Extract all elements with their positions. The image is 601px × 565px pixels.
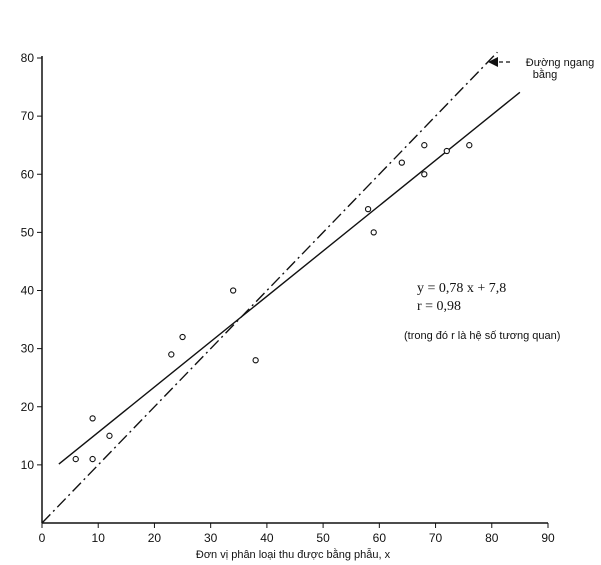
equation-label: y = 0,78 x + 7,8 <box>417 281 506 296</box>
data-point <box>106 432 113 439</box>
data-point <box>252 357 259 364</box>
x-axis-title: Đơn vị phân loại thu được bằng phẫu, x <box>196 548 391 561</box>
y-tick-label: 70 <box>21 109 35 123</box>
data-point <box>370 229 377 236</box>
data-point <box>168 351 175 358</box>
data-point <box>466 142 473 149</box>
x-tick-label: 10 <box>92 531 106 545</box>
correlation-label: r = 0,98 <box>417 299 461 314</box>
x-ticks: 0 10 20 30 40 50 60 70 80 90 <box>39 523 555 545</box>
data-points <box>72 142 473 463</box>
x-tick-label: 50 <box>316 531 330 545</box>
reference-line <box>41 51 498 524</box>
y-tick-label: 40 <box>21 284 35 298</box>
data-point <box>179 333 186 341</box>
y-tick-label: 10 <box>21 458 35 472</box>
x-tick-label: 60 <box>373 531 387 545</box>
y-tick-label: 30 <box>21 342 35 356</box>
y-tick-label: 80 <box>21 51 35 65</box>
x-tick-label: 90 <box>541 531 555 545</box>
x-tick-label: 20 <box>148 531 162 545</box>
x-tick-label: 70 <box>429 531 443 545</box>
data-point <box>364 205 372 213</box>
y-tick-label: 60 <box>21 167 35 181</box>
data-point <box>89 415 96 422</box>
data-point <box>72 455 79 463</box>
data-point <box>443 147 450 155</box>
x-tick-label: 0 <box>39 531 46 545</box>
data-point <box>421 142 428 149</box>
regression-line <box>58 91 521 465</box>
x-tick-label: 80 <box>485 531 499 545</box>
data-point <box>230 287 237 294</box>
y-tick-label: 50 <box>21 225 35 239</box>
data-point <box>421 171 428 178</box>
reference-label-1: Đường ngang <box>526 57 594 69</box>
x-tick-label: 30 <box>204 531 218 545</box>
data-point <box>398 159 405 166</box>
correlation-note: (trong đó r là hệ số tương quan) <box>404 330 560 342</box>
reference-label-2: bằng <box>533 68 557 81</box>
y-ticks: 10 20 30 40 50 60 70 80 <box>21 51 42 472</box>
data-point <box>89 455 96 463</box>
arrow-icon <box>488 57 498 67</box>
reference-line-annotation: Đường ngang bằng <box>488 57 594 81</box>
x-tick-label: 40 <box>260 531 274 545</box>
y-tick-label: 20 <box>21 400 35 414</box>
